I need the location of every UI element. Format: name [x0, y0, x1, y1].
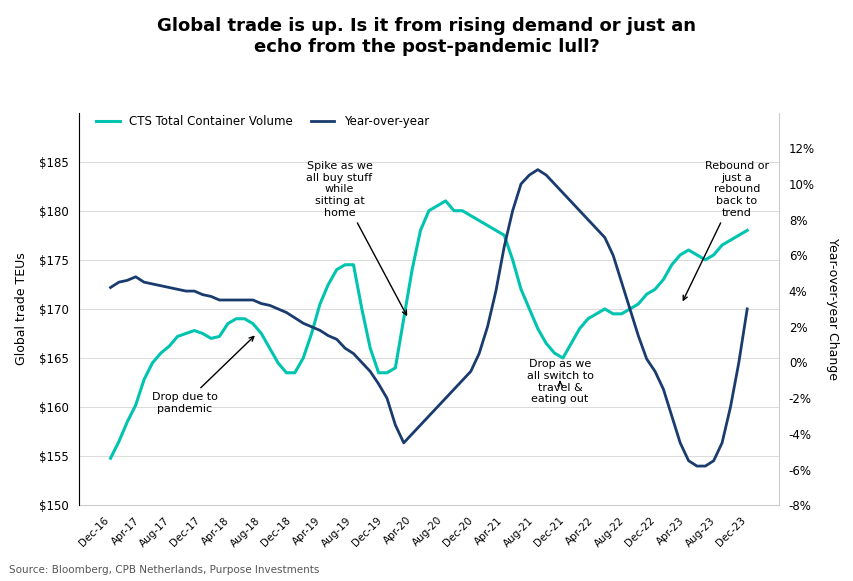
- Legend: CTS Total Container Volume, Year-over-year: CTS Total Container Volume, Year-over-ye…: [91, 110, 433, 133]
- Text: Global trade is up. Is it from rising demand or just an
echo from the post-pande: Global trade is up. Is it from rising de…: [157, 17, 696, 56]
- Text: Drop due to
pandemic: Drop due to pandemic: [152, 336, 253, 414]
- Y-axis label: Global trade TEUs: Global trade TEUs: [15, 253, 28, 365]
- Text: Drop as we
all switch to
travel &
eating out: Drop as we all switch to travel & eating…: [526, 360, 593, 404]
- Text: Source: Bloomberg, CPB Netherlands, Purpose Investments: Source: Bloomberg, CPB Netherlands, Purp…: [9, 565, 318, 575]
- Y-axis label: Year-over-year Change: Year-over-year Change: [825, 238, 838, 380]
- Text: Rebound or
just a
rebound
back to
trend: Rebound or just a rebound back to trend: [682, 162, 768, 300]
- Text: Spike as we
all buy stuff
while
sitting at
home: Spike as we all buy stuff while sitting …: [306, 162, 406, 315]
